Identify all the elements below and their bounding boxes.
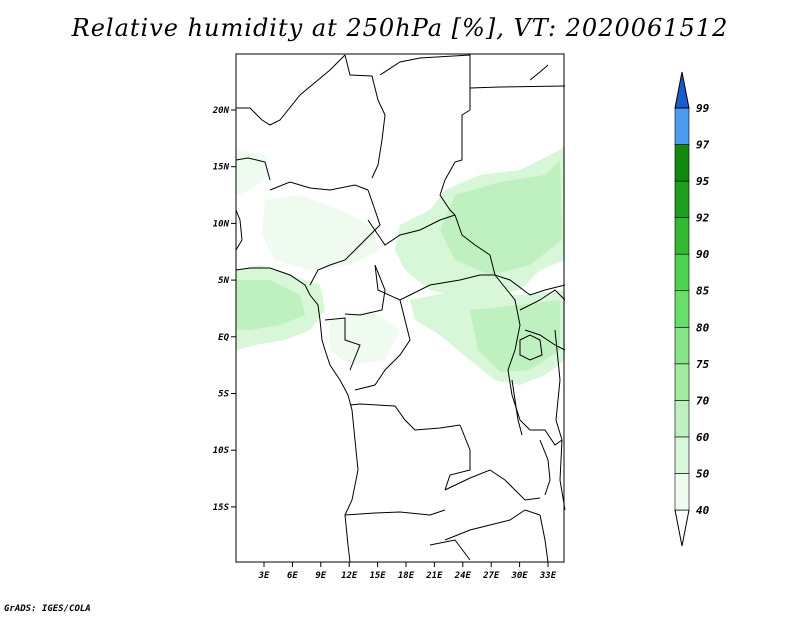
border-cameroon-car <box>344 264 386 316</box>
colorbar-label: 97 <box>696 139 710 152</box>
coast-gulf-guinea <box>235 267 359 563</box>
colorbar-segment <box>674 290 690 328</box>
border-angola-east <box>444 424 471 491</box>
border-congo-drc <box>354 299 411 391</box>
colorbar-label: 95 <box>696 175 710 188</box>
border-sudan-chad <box>439 179 476 246</box>
border-botswana <box>429 539 471 561</box>
colorbar-upper-arrow <box>674 71 690 109</box>
lon-tick-label: 21E <box>425 571 443 581</box>
lat-tick-label: 20N <box>212 106 230 116</box>
lake-victoria <box>519 334 543 361</box>
border-niger-nigeria <box>269 181 369 191</box>
humidity-area-core <box>440 160 562 275</box>
colorbar-label: 92 <box>696 212 710 225</box>
lat-tick-label: 5S <box>218 390 229 400</box>
lon-tick-label: 18E <box>398 571 415 581</box>
coastlines <box>235 64 566 563</box>
colorbar-label: 70 <box>696 394 710 407</box>
coast-east <box>554 329 566 511</box>
border-east-africa <box>519 289 566 311</box>
map-title: Relative humidity at 250hPa [%], VT: 202… <box>71 14 729 42</box>
humidity-shading <box>236 145 565 385</box>
lat-tick-label: EQ <box>218 333 229 343</box>
colorbar-segment <box>674 107 690 145</box>
border-mali-niger <box>235 157 271 181</box>
colorbar-segment <box>674 400 690 438</box>
country-borders <box>235 54 566 561</box>
humidity-area-nigeria <box>262 195 380 270</box>
humidity-area-coast <box>236 280 305 330</box>
lon-axis: 3E 6E 9E 12E 15E 18E 21E 24E 27E 30E 33E <box>258 562 557 581</box>
border-sudan-ss <box>474 244 566 296</box>
colorbar-segment <box>674 436 690 474</box>
colorbar-lower-arrow <box>674 509 690 547</box>
lat-tick-label: 15S <box>213 503 230 513</box>
colorbar-label: 80 <box>696 321 710 334</box>
colorbar-segment <box>674 326 690 365</box>
lake-malawi <box>539 439 551 496</box>
colorbar-segment <box>674 253 690 292</box>
lon-tick-label: 6E <box>287 571 298 581</box>
lon-tick-label: 3E <box>258 571 270 581</box>
border-zambia <box>444 469 541 501</box>
border-chad-car <box>367 214 456 246</box>
border-egypt-sudan <box>444 109 471 181</box>
lon-tick-label: 30E <box>510 571 528 581</box>
lat-axis: 20N 15N 10N 5N EQ 5S 10S 15S <box>212 106 236 513</box>
coast-west-africa <box>235 209 243 251</box>
lon-tick-label: 15E <box>369 571 386 581</box>
border-angola-north <box>349 403 461 431</box>
coast-red-sea <box>529 64 549 81</box>
map-frame <box>235 53 565 563</box>
colorbar-label: 75 <box>696 358 710 371</box>
lon-tick-label: 12E <box>341 571 358 581</box>
colorbar-segment <box>674 180 690 218</box>
border-zimbabwe <box>444 509 541 541</box>
border-uganda-kenya <box>524 329 566 351</box>
border-libya-egypt <box>379 54 471 110</box>
colorbar-label: 40 <box>696 504 710 517</box>
colorbar-label: 60 <box>696 431 710 444</box>
lon-tick-label: 27E <box>482 571 500 581</box>
border-libya-niger-chad <box>344 54 386 179</box>
lake-tanganyika <box>511 379 523 436</box>
colorbar-segment <box>674 144 690 182</box>
border-sudan-ethiopia <box>469 85 566 89</box>
colorbar-segment <box>674 217 690 255</box>
border-algeria-niger <box>236 54 346 126</box>
colorbar-label: 99 <box>696 102 710 115</box>
border-drc-east <box>494 274 531 431</box>
lon-tick-label: 33E <box>539 571 557 581</box>
border-car-south <box>374 264 495 301</box>
humidity-area-congo <box>330 310 400 365</box>
border-angola-namibia <box>344 509 446 516</box>
lon-tick-label: 9E <box>315 571 326 581</box>
colorbar-segment <box>674 363 690 401</box>
credit-text: GrADS: IGES/COLA <box>4 604 91 614</box>
coast-mozambique <box>539 514 549 563</box>
colorbar: 40 50 60 70 75 80 85 90 92 95 97 99 <box>674 71 710 547</box>
colorbar-segment <box>674 473 690 511</box>
border-gabon <box>324 317 361 371</box>
lat-tick-label: 15N <box>213 163 230 173</box>
humidity-area-lakes <box>470 300 560 372</box>
border-tanzania <box>530 429 563 446</box>
lat-tick-label: 10N <box>213 219 230 229</box>
border-nigeria-cameroon <box>309 189 381 286</box>
colorbar-label: 85 <box>696 285 710 298</box>
humidity-area-sahel <box>236 150 270 195</box>
lon-tick-label: 24E <box>454 571 472 581</box>
colorbar-label: 90 <box>696 248 710 261</box>
colorbar-label: 50 <box>696 467 710 480</box>
lat-tick-label: 10S <box>213 446 230 456</box>
lat-tick-label: 5N <box>218 276 229 286</box>
